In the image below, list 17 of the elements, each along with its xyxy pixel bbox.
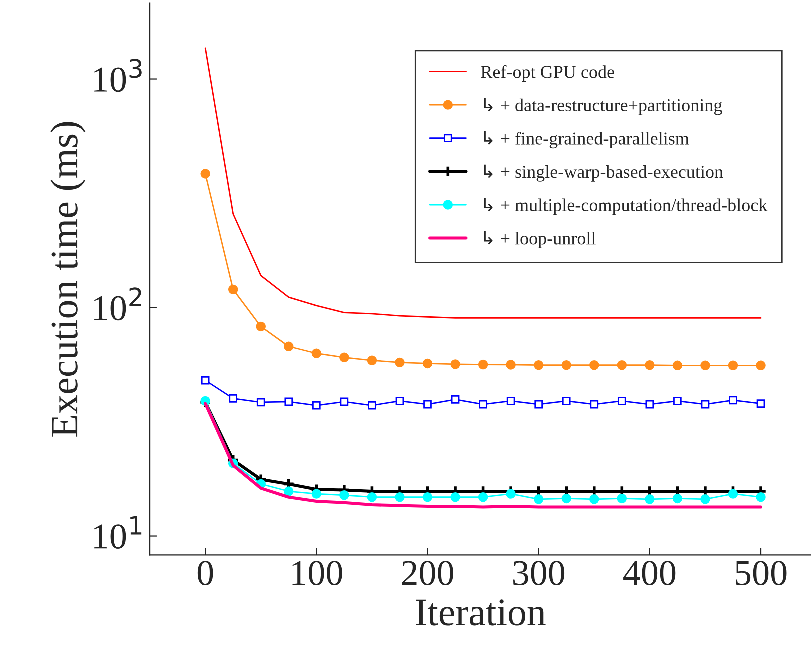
y-tick-label: 10$^{2}$ <box>94 288 142 321</box>
legend-label: ↳ + fine-grained-parallelism <box>484 132 690 149</box>
legend-label: ↳ + data-restructure+partitioning <box>484 98 722 116</box>
x-axis-title: Iteration <box>416 600 546 626</box>
legend-label: ↳ + single-warp-based-execution <box>484 164 724 182</box>
y-tick-label: 10$^{3}$ <box>94 59 142 92</box>
x-tick-label: 0 <box>198 561 214 586</box>
x-tick-label: 400 <box>624 561 676 586</box>
y-axis-title: Execution time (ms) <box>50 122 86 437</box>
legend-label: Ref-opt GPU code <box>481 65 614 82</box>
x-tick-label: 100 <box>292 561 342 586</box>
x-tick-label: 200 <box>402 561 454 586</box>
legend-label: ↳ + multiple-computation/thread-block <box>484 198 768 216</box>
legend-label: ↳ + loop-unroll <box>484 231 596 248</box>
x-tick-label: 300 <box>513 561 565 586</box>
x-tick-label: 500 <box>736 561 787 586</box>
y-tick-label: 10$^{1}$ <box>94 516 142 549</box>
